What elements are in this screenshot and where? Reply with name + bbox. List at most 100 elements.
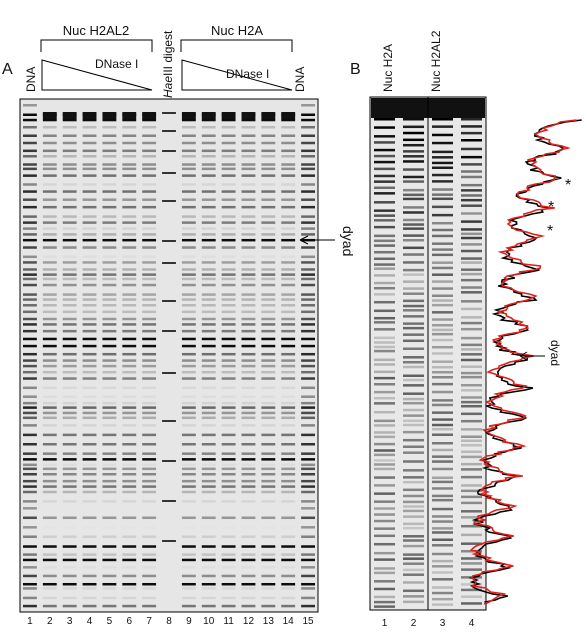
band — [432, 161, 453, 165]
band — [23, 167, 37, 171]
band — [221, 149, 236, 153]
band — [374, 390, 395, 394]
band — [403, 535, 424, 538]
band — [403, 234, 424, 237]
band — [122, 401, 137, 405]
band — [374, 435, 395, 439]
band — [432, 303, 453, 307]
band — [432, 427, 453, 431]
band — [374, 467, 395, 471]
band — [62, 364, 77, 368]
band — [42, 310, 57, 314]
band — [301, 174, 315, 177]
band — [42, 337, 57, 341]
band — [102, 587, 117, 590]
band — [142, 273, 157, 276]
band — [281, 452, 296, 455]
band — [42, 458, 57, 461]
band — [261, 467, 276, 471]
band — [461, 220, 482, 223]
band — [142, 553, 157, 556]
band — [241, 411, 256, 415]
band — [23, 463, 37, 467]
band — [374, 300, 395, 304]
band — [374, 336, 395, 340]
band — [403, 445, 424, 448]
band — [142, 125, 157, 129]
band — [403, 589, 424, 593]
band — [461, 510, 482, 513]
band — [142, 545, 157, 548]
band — [403, 451, 424, 454]
band — [374, 234, 395, 238]
band — [301, 472, 315, 476]
band — [281, 112, 296, 119]
band — [242, 526, 256, 529]
band — [261, 317, 276, 321]
band — [281, 221, 296, 224]
band — [62, 198, 77, 201]
band — [241, 352, 256, 356]
band — [42, 112, 57, 119]
band — [261, 442, 276, 446]
band — [461, 468, 482, 471]
band — [261, 323, 276, 326]
band — [374, 250, 395, 254]
band — [301, 255, 315, 259]
band — [374, 383, 395, 386]
band — [162, 240, 176, 242]
band — [82, 587, 97, 590]
band — [181, 558, 196, 562]
band — [201, 479, 216, 483]
band — [301, 500, 315, 503]
band — [62, 329, 77, 333]
band — [201, 596, 216, 600]
band — [221, 424, 236, 427]
band — [281, 377, 296, 380]
band — [102, 283, 117, 287]
band — [23, 442, 37, 446]
dyad-label: dyad — [340, 226, 356, 256]
band — [181, 293, 196, 296]
band — [281, 467, 296, 471]
band — [142, 411, 157, 415]
band — [301, 293, 315, 296]
band — [403, 238, 424, 242]
band — [102, 277, 117, 281]
band — [241, 215, 256, 218]
band — [42, 500, 57, 503]
band — [281, 485, 296, 488]
band — [102, 198, 117, 201]
band — [301, 304, 315, 307]
band — [281, 134, 296, 137]
panel-label: B — [350, 61, 361, 78]
band — [221, 329, 236, 333]
band — [221, 485, 236, 488]
band — [241, 277, 256, 281]
band — [162, 262, 176, 264]
band — [181, 277, 196, 281]
band — [142, 183, 157, 186]
band — [82, 545, 97, 548]
band — [241, 337, 256, 341]
band — [102, 500, 117, 503]
band — [221, 558, 236, 562]
band — [432, 345, 453, 349]
band — [62, 352, 77, 356]
band — [201, 163, 216, 166]
wedge-label: DNase I — [226, 67, 269, 81]
band — [374, 244, 395, 247]
band — [102, 535, 117, 538]
band — [221, 352, 236, 356]
lane-number: 3 — [67, 616, 73, 627]
band — [403, 430, 424, 434]
band — [403, 333, 424, 336]
band — [82, 283, 97, 287]
band — [432, 213, 453, 217]
band — [42, 149, 57, 153]
band — [301, 395, 315, 398]
band — [102, 149, 117, 153]
band — [221, 155, 236, 158]
band — [201, 395, 216, 398]
band — [374, 605, 395, 608]
